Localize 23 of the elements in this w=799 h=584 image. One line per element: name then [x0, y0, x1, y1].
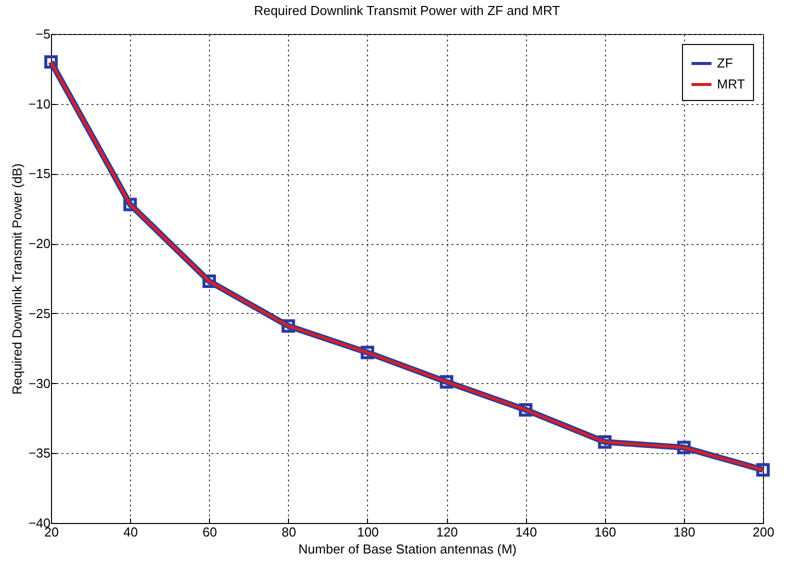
x-tick-label: 140	[515, 524, 538, 540]
x-tick-label: 40	[123, 524, 138, 540]
y-axis-title: Required Downlink Transmit Power (dB)	[9, 163, 24, 395]
y-tick-label: −15	[28, 166, 50, 182]
point	[44, 55, 58, 69]
y-tick-label: −25	[28, 306, 50, 321]
y-tick-label: −30	[28, 376, 50, 391]
y-tick-label: −35	[28, 446, 50, 461]
y-tick-label: −5	[36, 26, 50, 42]
x-axis-title: Number of Base Station antennas (M)	[298, 542, 517, 556]
legend-label: ZF	[717, 56, 733, 70]
x-tick-label: 200	[752, 524, 774, 540]
y-tick-label: −20	[28, 236, 50, 252]
x-tick-label: 180	[674, 524, 696, 540]
x-tick-label: 120	[436, 524, 458, 540]
x-tick-label: 160	[594, 524, 616, 540]
x-tick-label: 100	[357, 524, 379, 540]
x-tick-label: 80	[282, 524, 296, 540]
point	[756, 463, 770, 477]
legend-label: MRT	[717, 76, 745, 92]
y-tick-label: −10	[28, 96, 50, 112]
chart-title: Required Downlink Transmit Power with ZF and MRT	[254, 3, 560, 18]
x-tick-label: 60	[202, 524, 217, 540]
